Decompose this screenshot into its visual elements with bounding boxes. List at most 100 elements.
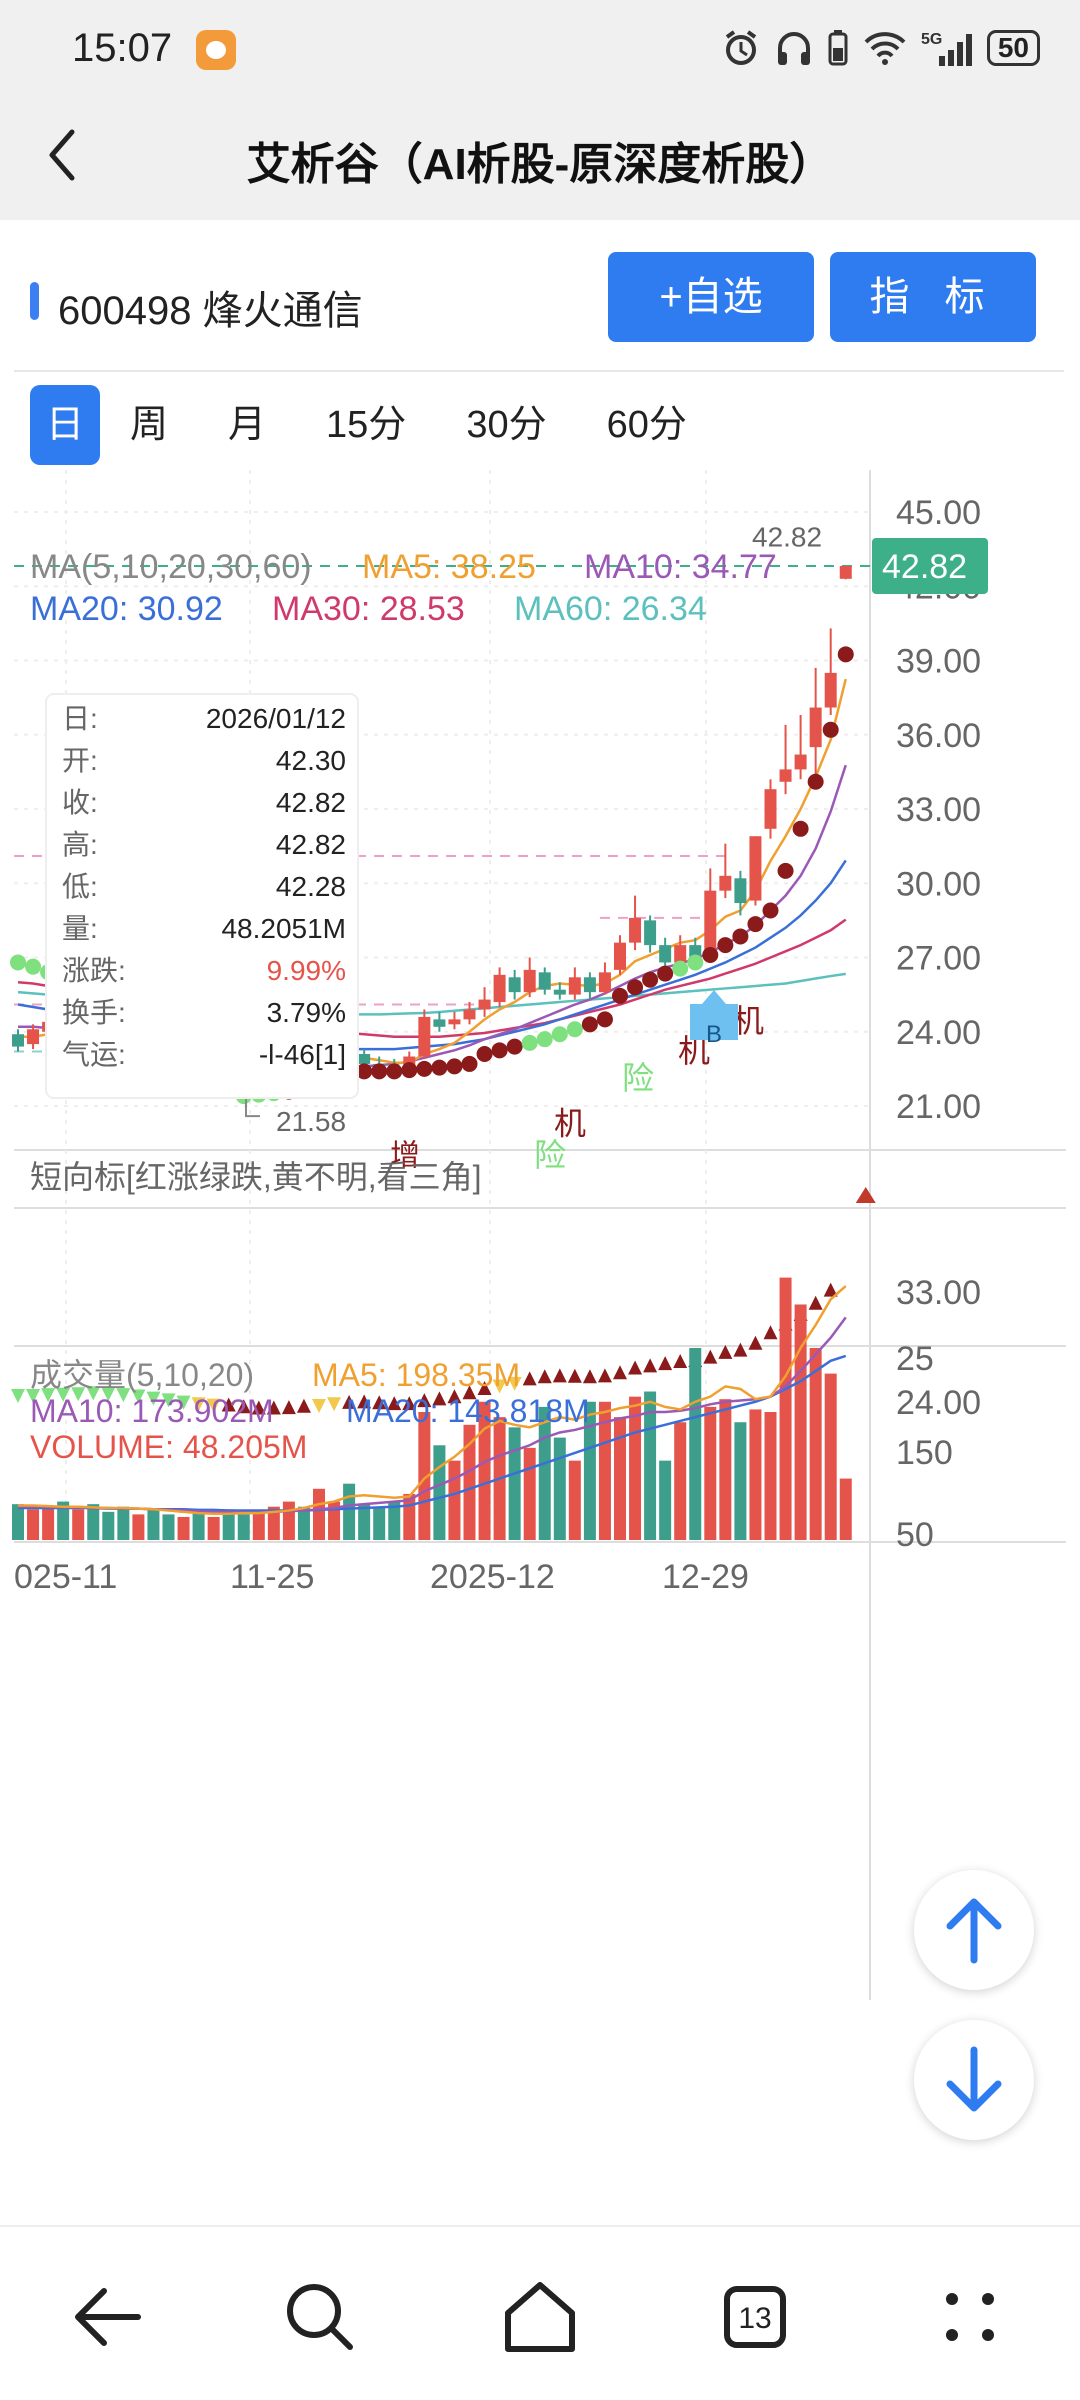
svg-text:13: 13: [738, 2302, 771, 2335]
info-key: 涨跌:: [62, 955, 126, 986]
tab-15min[interactable]: 15分: [326, 404, 407, 446]
trend-triangle: [251, 1400, 266, 1415]
trend-triangle: [432, 1391, 447, 1406]
volume-bar: [508, 1427, 521, 1540]
browser-nav-bar: 13: [0, 2225, 1080, 2400]
trend-triangle: [477, 1380, 492, 1395]
trend-triangle: [281, 1400, 296, 1415]
trend-triangle: [763, 1325, 778, 1340]
trend-triangle: [11, 1389, 25, 1404]
volume-bar: [568, 1460, 581, 1540]
back-button[interactable]: [30, 120, 100, 190]
volume-legend: VOLUME: 48.205M: [30, 1429, 307, 1465]
tab-month[interactable]: 月: [228, 404, 267, 446]
nav-search-icon[interactable]: [270, 2267, 370, 2367]
nav-menu-icon[interactable]: [920, 2267, 1020, 2367]
volume-bar: [343, 1483, 356, 1540]
signal-dot: [612, 987, 628, 1004]
trend-triangle: [597, 1368, 612, 1383]
signal-dot: [657, 965, 674, 982]
volume-bar: [749, 1409, 762, 1540]
trend-triangle: [447, 1389, 462, 1404]
scroll-down-button[interactable]: [914, 2020, 1034, 2140]
volume-bar: [719, 1399, 732, 1540]
candle: [749, 836, 762, 906]
kline-chart[interactable]: 45.0042.0039.0036.0033.0030.0027.0024.00…: [0, 470, 1080, 2140]
tab-30min[interactable]: 30分: [466, 404, 547, 446]
candle: [719, 843, 732, 899]
signal-label-xian: 险: [534, 1137, 566, 1173]
candle: [523, 957, 536, 998]
volume-bar: [583, 1401, 596, 1540]
candle: [538, 967, 551, 995]
trend-triangle: [703, 1349, 718, 1364]
tab-day[interactable]: 日: [30, 385, 100, 465]
trend-triangle: [191, 1397, 206, 1412]
candle: [809, 667, 822, 777]
volume-bar: [252, 1511, 265, 1540]
candle: [659, 937, 672, 968]
info-value: 48.2051M: [221, 913, 346, 944]
candle: [12, 1029, 24, 1052]
app-notification-icon: [196, 30, 236, 70]
volume-bar: [237, 1514, 250, 1540]
signal-dot: [491, 1042, 508, 1059]
volume-bar: [102, 1511, 115, 1540]
trend-triangle: [342, 1394, 357, 1409]
trend-triangle: [552, 1368, 567, 1383]
trend-triangle: [357, 1394, 372, 1409]
signal-dot: [536, 1031, 553, 1048]
nav-home-icon[interactable]: [490, 2267, 590, 2367]
price-tick-label: 33.00: [896, 791, 981, 829]
tab-60min[interactable]: 60分: [606, 404, 687, 446]
indicator-button[interactable]: 指 标: [830, 252, 1036, 342]
low-marker-arrow: [245, 1096, 260, 1118]
volume-bar: [207, 1516, 220, 1540]
trend-triangle: [808, 1295, 823, 1310]
arrow-up-icon: [946, 1898, 1002, 1964]
volume-bar: [87, 1504, 100, 1540]
scroll-up-button[interactable]: [914, 1870, 1034, 1990]
volume-bar: [734, 1422, 747, 1540]
trend-triangle: [855, 1187, 876, 1203]
volume_ma5-line: [18, 1285, 847, 1516]
tab-week[interactable]: 周: [130, 404, 169, 446]
sub-indicator-title: 短向标[红涨绿跌,黄不明,看三角]: [30, 1159, 482, 1195]
signal-dot: [461, 1055, 478, 1072]
signal-dot: [25, 958, 42, 975]
info-key: 开:: [62, 745, 98, 776]
ma-legend-title: MA(5,10,20,30,60): [30, 548, 312, 586]
price-tick-label: 27.00: [896, 940, 981, 978]
volume-ma5-legend: MA5: 198.35M: [312, 1357, 520, 1393]
volume-ma10-legend: MA10: 173.902M: [30, 1393, 274, 1429]
trend-triangle: [71, 1387, 86, 1402]
trend-triangle: [613, 1365, 627, 1380]
signal-dot: [416, 1060, 433, 1077]
trend-triangle: [582, 1369, 597, 1384]
signal-dot: [506, 1038, 523, 1055]
high-price-marker: 42.82: [752, 522, 822, 553]
signal-dot: [521, 1034, 538, 1051]
nav-tabs-icon[interactable]: 13: [705, 2267, 805, 2367]
trend-triangle: [101, 1387, 116, 1402]
volume-bar: [328, 1501, 341, 1540]
volume-bar: [177, 1516, 190, 1540]
current-price-tag: [872, 537, 988, 594]
volume-bar: [614, 1417, 626, 1540]
trend-triangle: [673, 1353, 688, 1368]
ma5-legend: MA5: 38.25: [362, 548, 536, 586]
stock-bar: 600498 烽火通信 +自选 指 标: [0, 220, 1080, 370]
stock-marker: [30, 282, 39, 320]
add-watchlist-button[interactable]: +自选: [608, 252, 814, 342]
trend-triangle: [41, 1388, 56, 1403]
trend-triangle: [206, 1398, 221, 1413]
signal-dot: [747, 916, 764, 933]
signal-dot: [596, 1011, 613, 1028]
status-icons: 5G 50: [721, 28, 1040, 68]
page-title: 艾析谷（AI析股-原深度析股）: [246, 140, 834, 189]
signal-dot: [386, 1063, 403, 1080]
trend-triangle: [522, 1371, 537, 1386]
nav-back-icon[interactable]: [58, 2267, 158, 2367]
price-tick-label: 36.00: [896, 717, 981, 755]
battery-saver-icon: [828, 30, 848, 66]
